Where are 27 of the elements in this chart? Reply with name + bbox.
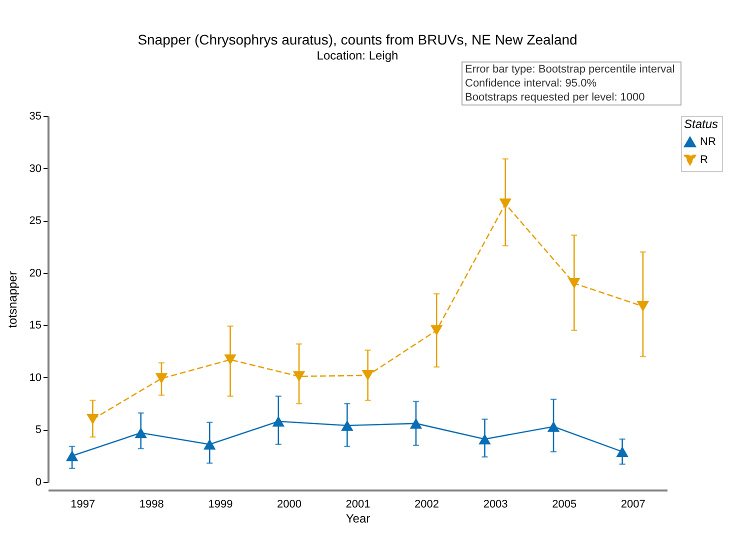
x-axis-title: Year xyxy=(346,512,370,526)
x-tick-label: 1999 xyxy=(208,498,233,510)
x-tick-label: 2002 xyxy=(414,498,440,510)
y-axis-title: totsnapper xyxy=(5,271,20,328)
legend-title: Status xyxy=(684,117,718,131)
y-tick-label: 30 xyxy=(29,162,42,175)
legend-label: R xyxy=(700,154,708,166)
y-tick-label: 10 xyxy=(29,372,42,384)
y-tick-label: 20 xyxy=(29,267,42,280)
y-tick-label: 25 xyxy=(29,215,42,228)
y-tick-label: 35 xyxy=(29,110,42,122)
chart-subtitle: Location: Leigh xyxy=(316,48,398,62)
y-tick-label: 5 xyxy=(35,424,42,436)
x-tick-label: 1997 xyxy=(70,498,96,510)
x-tick-label: 2003 xyxy=(483,498,508,510)
x-tick-label: 2005 xyxy=(552,498,577,510)
legend-label: NR xyxy=(700,136,716,148)
x-tick-label: 2001 xyxy=(346,498,370,510)
text: Bootstraps requested per level: 1000 xyxy=(465,92,645,104)
x-tick-label: 2000 xyxy=(276,498,302,510)
y-tick-label: 0 xyxy=(35,476,42,488)
chart-title: Snapper (Chrysophrys auratus), counts from BRUVs, NE New Zealand xyxy=(138,32,578,48)
text: Confidence interval: 95.0% xyxy=(465,78,597,90)
x-tick-label: 1998 xyxy=(139,498,164,510)
x-tick-label: 2007 xyxy=(620,498,646,510)
text: Error bar type: Bootstrap percentile interval xyxy=(465,64,675,76)
y-tick-label: 15 xyxy=(29,320,42,332)
